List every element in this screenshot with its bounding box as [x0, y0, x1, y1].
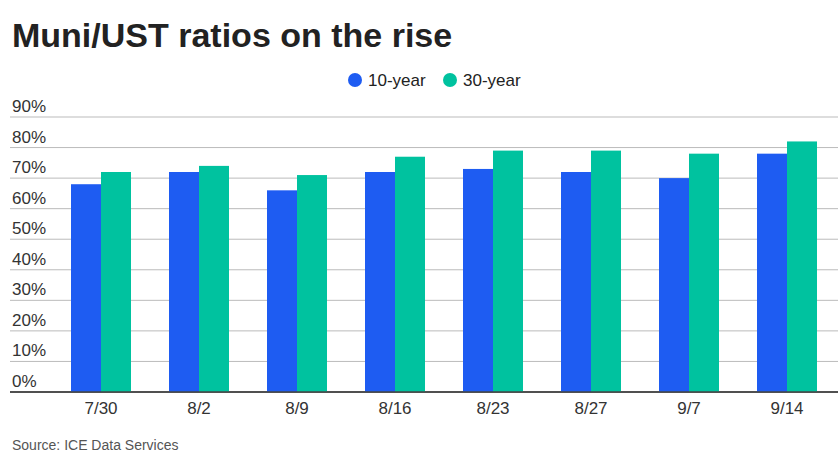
bar — [71, 184, 101, 392]
grid-line — [10, 117, 838, 118]
legend-marker — [348, 73, 362, 87]
x-tick-label: 8/23 — [476, 399, 509, 418]
y-tick-label: 20% — [12, 311, 46, 330]
bar — [267, 190, 297, 392]
x-tick-label: 8/2 — [187, 399, 211, 418]
x-tick-label: 9/14 — [770, 399, 803, 418]
bar — [493, 151, 523, 392]
y-tick-label: 90% — [12, 97, 46, 116]
bar — [463, 169, 493, 392]
x-tick-label: 8/27 — [574, 399, 607, 418]
bar — [101, 172, 131, 392]
chart: Muni/UST ratios on the rise 10-year 30-yea… — [0, 0, 840, 472]
bar — [297, 175, 327, 392]
x-tick-label: 7/30 — [84, 399, 117, 418]
legend-marker — [443, 73, 457, 87]
bar — [365, 172, 395, 392]
legend: 10-year 30-year — [348, 71, 521, 90]
bar — [561, 172, 591, 392]
axis-line — [10, 391, 838, 393]
x-tick-label: 8/9 — [285, 399, 309, 418]
y-tick-label: 0% — [12, 372, 37, 391]
y-tick-label: 70% — [12, 158, 46, 177]
grid-line — [10, 391, 838, 393]
y-tick-label: 50% — [12, 219, 46, 238]
title: Muni/UST ratios on the rise — [12, 16, 452, 54]
y-tick-label: 10% — [12, 341, 46, 360]
x-tick-label: 9/7 — [677, 399, 701, 418]
bar — [787, 141, 817, 392]
bar — [757, 154, 787, 392]
bar — [689, 154, 719, 392]
bars — [71, 141, 817, 392]
bar — [591, 151, 621, 392]
y-tick-label: 80% — [12, 128, 46, 147]
x-tick-label: 8/16 — [378, 399, 411, 418]
legend-label: 30-year — [463, 71, 521, 90]
bar — [659, 178, 689, 392]
grid-line — [10, 147, 838, 148]
y-tick-label: 60% — [12, 189, 46, 208]
bar — [169, 172, 199, 392]
source: Source: ICE Data Services — [12, 437, 179, 453]
bar — [199, 166, 229, 392]
y-tick-label: 40% — [12, 250, 46, 269]
bar — [395, 157, 425, 392]
grid — [10, 117, 838, 392]
legend-label: 10-year — [368, 71, 426, 90]
y-tick-label: 30% — [12, 280, 46, 299]
